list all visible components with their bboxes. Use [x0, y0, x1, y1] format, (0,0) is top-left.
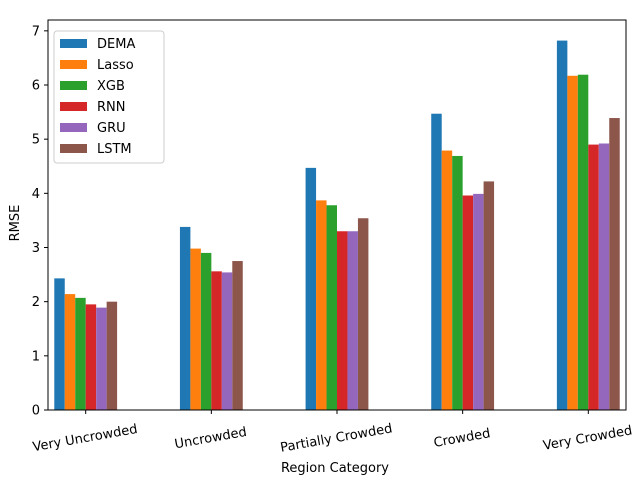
bar-lasso-very-uncrowded [64, 294, 76, 410]
y-tick-label: 6 [32, 79, 40, 94]
bar-rnn-crowded [462, 195, 474, 410]
bar-lstm-partially-crowded [357, 218, 369, 410]
legend-label-lstm: LSTM [97, 142, 132, 157]
bar-lstm-crowded [483, 181, 495, 410]
bar-lasso-uncrowded [190, 248, 201, 410]
x-tick-label: Very Uncrowded [32, 422, 139, 455]
bars-group [54, 40, 620, 411]
y-tick-label: 1 [32, 349, 40, 364]
y-axis-label: RMSE [8, 205, 23, 242]
bar-gru-uncrowded [221, 272, 233, 410]
legend-label-rnn: RNN [97, 100, 125, 115]
bar-gru-very-crowded [598, 143, 610, 410]
legend-swatch-dema [60, 39, 87, 48]
y-tick-label: 7 [32, 24, 40, 39]
legend-swatch-gru [60, 123, 87, 132]
y-tick-label: 0 [32, 404, 40, 419]
x-tick-label: Very Crowded [542, 423, 634, 453]
y-tick-label: 4 [32, 187, 40, 202]
x-tick-label: Crowded [433, 426, 492, 451]
y-tick-label: 2 [32, 295, 40, 310]
bar-lstm-very-crowded [609, 118, 620, 411]
bar-rnn-uncrowded [211, 271, 222, 410]
bar-xgb-very-uncrowded [75, 297, 86, 410]
legend-swatch-rnn [60, 102, 87, 111]
bar-xgb-partially-crowded [326, 205, 337, 410]
bar-dema-partially-crowded [305, 167, 317, 410]
bar-lstm-very-uncrowded [106, 301, 118, 410]
legend-label-gru: GRU [97, 121, 126, 136]
legend-label-dema: DEMA [97, 37, 135, 52]
bar-xgb-crowded [452, 155, 463, 410]
bar-rnn-very-uncrowded [85, 304, 97, 410]
bar-lstm-uncrowded [232, 261, 243, 410]
bar-gru-very-uncrowded [96, 307, 107, 410]
legend: DEMA Lasso XGB RNN GRU LSTM [53, 30, 165, 164]
bar-lasso-very-crowded [567, 75, 578, 411]
bar-xgb-very-crowded [577, 74, 589, 410]
legend-swatch-xgb [60, 81, 87, 90]
legend-label-lasso: Lasso [97, 58, 134, 73]
bar-lasso-crowded [441, 150, 453, 410]
x-tick-label: Partially Crowded [279, 421, 393, 455]
bar-dema-very-crowded [556, 40, 568, 410]
legend-label-xgb: XGB [97, 79, 125, 94]
legend-swatch-lasso [60, 60, 87, 69]
bar-xgb-uncrowded [200, 252, 212, 410]
x-tick-label: Uncrowded [173, 425, 248, 452]
x-axis-label: Region Category [281, 461, 389, 476]
y-tick-label: 3 [32, 241, 40, 256]
bar-dema-very-uncrowded [54, 278, 65, 410]
legend-swatch-lstm [60, 144, 87, 153]
bar-dema-crowded [431, 113, 442, 410]
bar-lasso-partially-crowded [316, 200, 327, 410]
bar-rnn-partially-crowded [337, 231, 348, 410]
bar-rnn-very-crowded [588, 144, 599, 411]
bar-gru-partially-crowded [347, 231, 358, 410]
bar-dema-uncrowded [179, 226, 191, 410]
bar-gru-crowded [473, 193, 484, 410]
y-tick-label: 5 [32, 133, 40, 148]
